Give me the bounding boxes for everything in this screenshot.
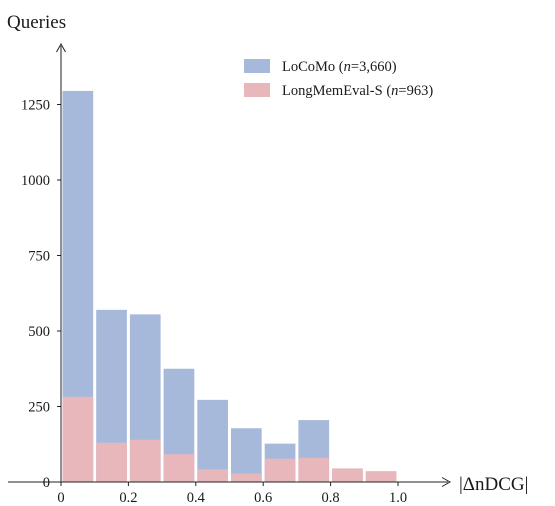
y-tick-label-2: 500	[28, 324, 50, 340]
legend: LoCoMo (n=3,660) LongMemEval-S (n=963)	[244, 59, 433, 99]
locomo-bar-4	[197, 399, 228, 482]
legend-n-symbol-locomo: n	[344, 59, 351, 75]
longmemeval-bar-6	[264, 458, 296, 482]
y-axis-arrow	[56, 42, 66, 53]
longmemeval-bar-4	[197, 469, 228, 482]
x-tick-label-3: 0.6	[254, 490, 272, 506]
longmemeval-bar-9	[365, 471, 397, 482]
legend-n-value-locomo: 3,660	[359, 59, 392, 75]
longmemeval-bar-5	[231, 473, 262, 482]
longmemeval-bars	[62, 396, 397, 482]
legend-series-name-longmemeval: LongMemEval-S	[282, 83, 383, 99]
axes: 0 250 500 750 1000 1250 0 0.2 0.4 0.6 0.8 1.0 Quer…	[7, 12, 528, 506]
x-tick-label-1: 0.2	[119, 490, 137, 506]
x-tick-label-4: 0.8	[322, 490, 340, 506]
legend-label-longmemeval: LongMemEval-S (n=963)	[282, 83, 433, 99]
y-tick-label-0: 0	[43, 475, 50, 491]
longmemeval-bar-1	[96, 442, 127, 482]
longmemeval-bar-3	[163, 454, 195, 482]
x-axis-title: |ΔnDCG|	[459, 474, 528, 495]
legend-swatch-locomo	[244, 59, 270, 73]
legend-swatch-longmemeval	[244, 83, 270, 97]
longmemeval-bar-0	[62, 396, 94, 482]
y-ticks: 0 250 500 750 1000 1250	[21, 98, 61, 491]
locomo-bars	[62, 90, 397, 482]
y-axis-title: Queries	[7, 12, 66, 33]
legend-n-value-longmemeval: 963	[407, 83, 429, 99]
x-tick-label-0: 0	[57, 490, 64, 506]
y-tick-label-4: 1000	[21, 173, 50, 189]
legend-series-name-locomo: LoCoMo	[282, 59, 335, 75]
x-tick-label-5: 1.0	[389, 490, 407, 506]
y-tick-label-5: 1250	[21, 98, 50, 114]
longmemeval-bar-7	[298, 457, 330, 482]
longmemeval-bar-2	[129, 439, 161, 482]
x-ticks: 0 0.2 0.4 0.6 0.8 1.0	[57, 482, 407, 506]
x-axis-arrow	[441, 477, 452, 487]
y-tick-label-3: 750	[28, 249, 50, 265]
longmemeval-bar-8	[332, 468, 363, 482]
x-tick-label-2: 0.4	[187, 490, 206, 506]
locomo-bar-5	[231, 428, 262, 482]
y-tick-label-1: 250	[28, 400, 50, 416]
legend-label-locomo: LoCoMo (n=3,660)	[282, 59, 397, 75]
legend-n-symbol-longmemeval: n	[391, 83, 398, 99]
